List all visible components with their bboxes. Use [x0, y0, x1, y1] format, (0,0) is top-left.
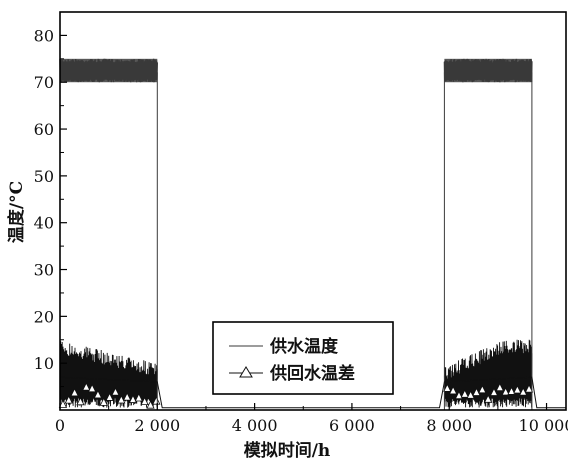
x-tick-label: 8 000: [426, 416, 472, 435]
x-axis: 0 2 000 4 000 6 000 8 000 10 000: [55, 403, 568, 435]
y-tick-label: 40: [34, 214, 54, 233]
y-axis-label: 温度/°C: [6, 181, 27, 243]
series-line: [59, 376, 566, 409]
data-point-marker: [105, 392, 114, 401]
data-point-marker: [448, 385, 458, 395]
series-bands: [58, 58, 534, 409]
series-line: [60, 72, 566, 411]
y-tick-label: 80: [34, 26, 54, 45]
y-axis: 10 20 30 40 50 60 70 80: [34, 26, 67, 388]
data-point-marker: [58, 399, 68, 408]
series-band: [58, 339, 534, 409]
data-point-marker: [513, 385, 522, 394]
data-point-marker: [519, 387, 528, 396]
y-tick-label: 10: [34, 354, 54, 373]
data-point-marker: [443, 383, 452, 392]
x-tick-label: 10 000: [519, 416, 568, 435]
data-point-marker: [489, 387, 499, 396]
x-tick-label: 2 000: [134, 416, 180, 435]
x-tick-label: 0: [55, 416, 65, 435]
data-point-marker: [128, 394, 138, 403]
data-point-marker: [76, 396, 85, 406]
series-band-trace: [59, 341, 158, 408]
series-band-fill: [60, 58, 158, 83]
data-point-marker: [478, 384, 487, 394]
data-point-marker: [524, 384, 534, 393]
data-point-marker: [146, 400, 155, 409]
y-tick-label: 50: [34, 167, 54, 186]
y-tick-label: 30: [34, 261, 54, 280]
data-point-marker: [64, 395, 73, 404]
data-point-marker: [454, 390, 464, 400]
data-point-marker: [117, 395, 126, 404]
data-point-marker: [466, 390, 475, 399]
data-point-marker: [460, 389, 469, 398]
data-point-marker: [134, 393, 143, 402]
data-point-marker: [122, 392, 132, 401]
y-tick-label: 20: [34, 307, 54, 326]
plot-frame: [59, 11, 567, 411]
series-lines: [59, 72, 566, 411]
legend-label-supply-temp: 供水温度: [269, 336, 339, 357]
data-point-marker: [152, 396, 161, 405]
data-point-marker: [495, 382, 504, 392]
data-point-marker: [111, 387, 120, 396]
legend-box: [212, 321, 394, 395]
data-point-marker: [99, 397, 108, 406]
data-point-marker: [472, 387, 481, 396]
data-point-marker: [507, 386, 516, 395]
y-tick-label: 60: [34, 120, 54, 139]
x-tick-label: 6 000: [329, 416, 375, 435]
series-band-fill: [444, 58, 532, 83]
data-point-marker: [501, 387, 510, 396]
x-axis-label: 模拟时间/h: [244, 440, 331, 461]
legend-marker-temp-diff: [239, 366, 253, 378]
x-tick-label: 4 000: [232, 416, 278, 435]
series-band: [59, 58, 533, 83]
data-point-marker: [140, 396, 149, 406]
data-point-marker: [82, 382, 91, 391]
data-point-marker: [484, 394, 493, 403]
legend-label-temp-diff: 供回水温差: [269, 363, 355, 384]
y-tick-label: 70: [34, 73, 54, 92]
data-point-marker: [87, 383, 97, 393]
legend: 供水温度 供回水温差: [212, 321, 394, 395]
data-point-marker: [70, 387, 79, 397]
data-point-marker: [93, 389, 103, 399]
